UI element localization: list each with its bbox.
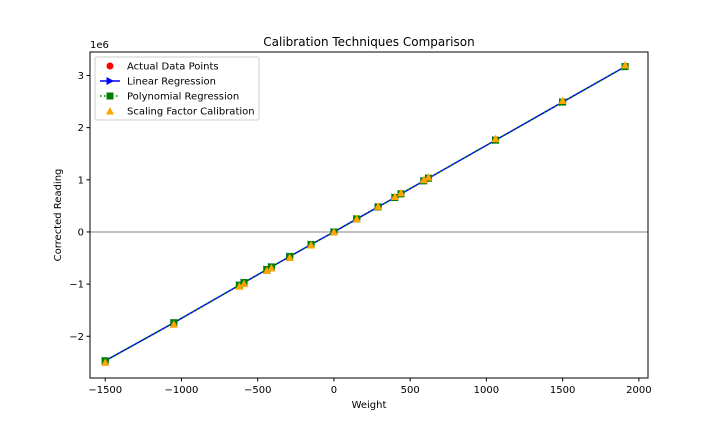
legend-marker [106,77,114,85]
data-point [558,96,567,105]
x-tick-label: 2000 [626,385,651,396]
data-point [424,173,433,181]
data-point [491,134,500,143]
legend-label: Polynomial Regression [127,92,239,103]
x-tick-label: −1000 [165,385,199,396]
data-point [390,192,399,200]
legend-label: Actual Data Points [127,62,219,73]
series-line [104,65,626,362]
series-4 [101,61,630,366]
data-point [329,227,338,236]
data-point [352,214,361,223]
y-tick-label: 1 [78,175,84,186]
legend-item: Scaling Factor Calibration [106,107,255,118]
data-point [285,253,294,262]
legend-item: Polynomial Regression [100,92,239,103]
x-tick-label: −1500 [88,385,122,396]
data-point [419,175,428,184]
data-point [397,188,406,197]
data-point [239,279,248,288]
data-point [621,61,630,69]
y-tick-label: 3 [78,71,84,82]
x-axis-label: Weight [352,400,387,411]
chart-title: Calibration Techniques Comparison [263,35,474,49]
plot-frame [89,51,649,379]
data-point [235,282,244,290]
legend-label: Scaling Factor Calibration [127,107,255,118]
x-tick-label: 1500 [550,385,575,396]
legend-label: Linear Regression [127,77,216,88]
y-tick-label: −2 [69,332,84,343]
legend-item: Actual Data Points [106,62,219,73]
legend-marker [106,107,114,115]
x-tick-label: 500 [401,385,420,396]
legend: Actual Data Points Linear Regression Polyn… [94,56,260,121]
y-tick-label: −1 [69,280,84,291]
data-point [101,358,110,366]
y-offset-label: 1e6 [90,40,109,51]
data-point [262,266,271,275]
y-tick-label: 0 [78,227,84,238]
x-tick-label: −500 [244,385,271,396]
data-point [169,320,178,328]
legend-item: Linear Regression [100,77,216,88]
x-tick-label: 1000 [474,385,499,396]
x-tick-label: 0 [331,385,337,396]
legend-marker [106,62,114,70]
legend-frame [94,56,260,121]
y-axis-label: Corrected Reading [53,169,64,262]
data-point [307,240,316,249]
data-point [374,202,383,210]
legend-marker [106,92,114,100]
y-tick-label: 2 [78,123,84,134]
data-point [267,263,276,272]
